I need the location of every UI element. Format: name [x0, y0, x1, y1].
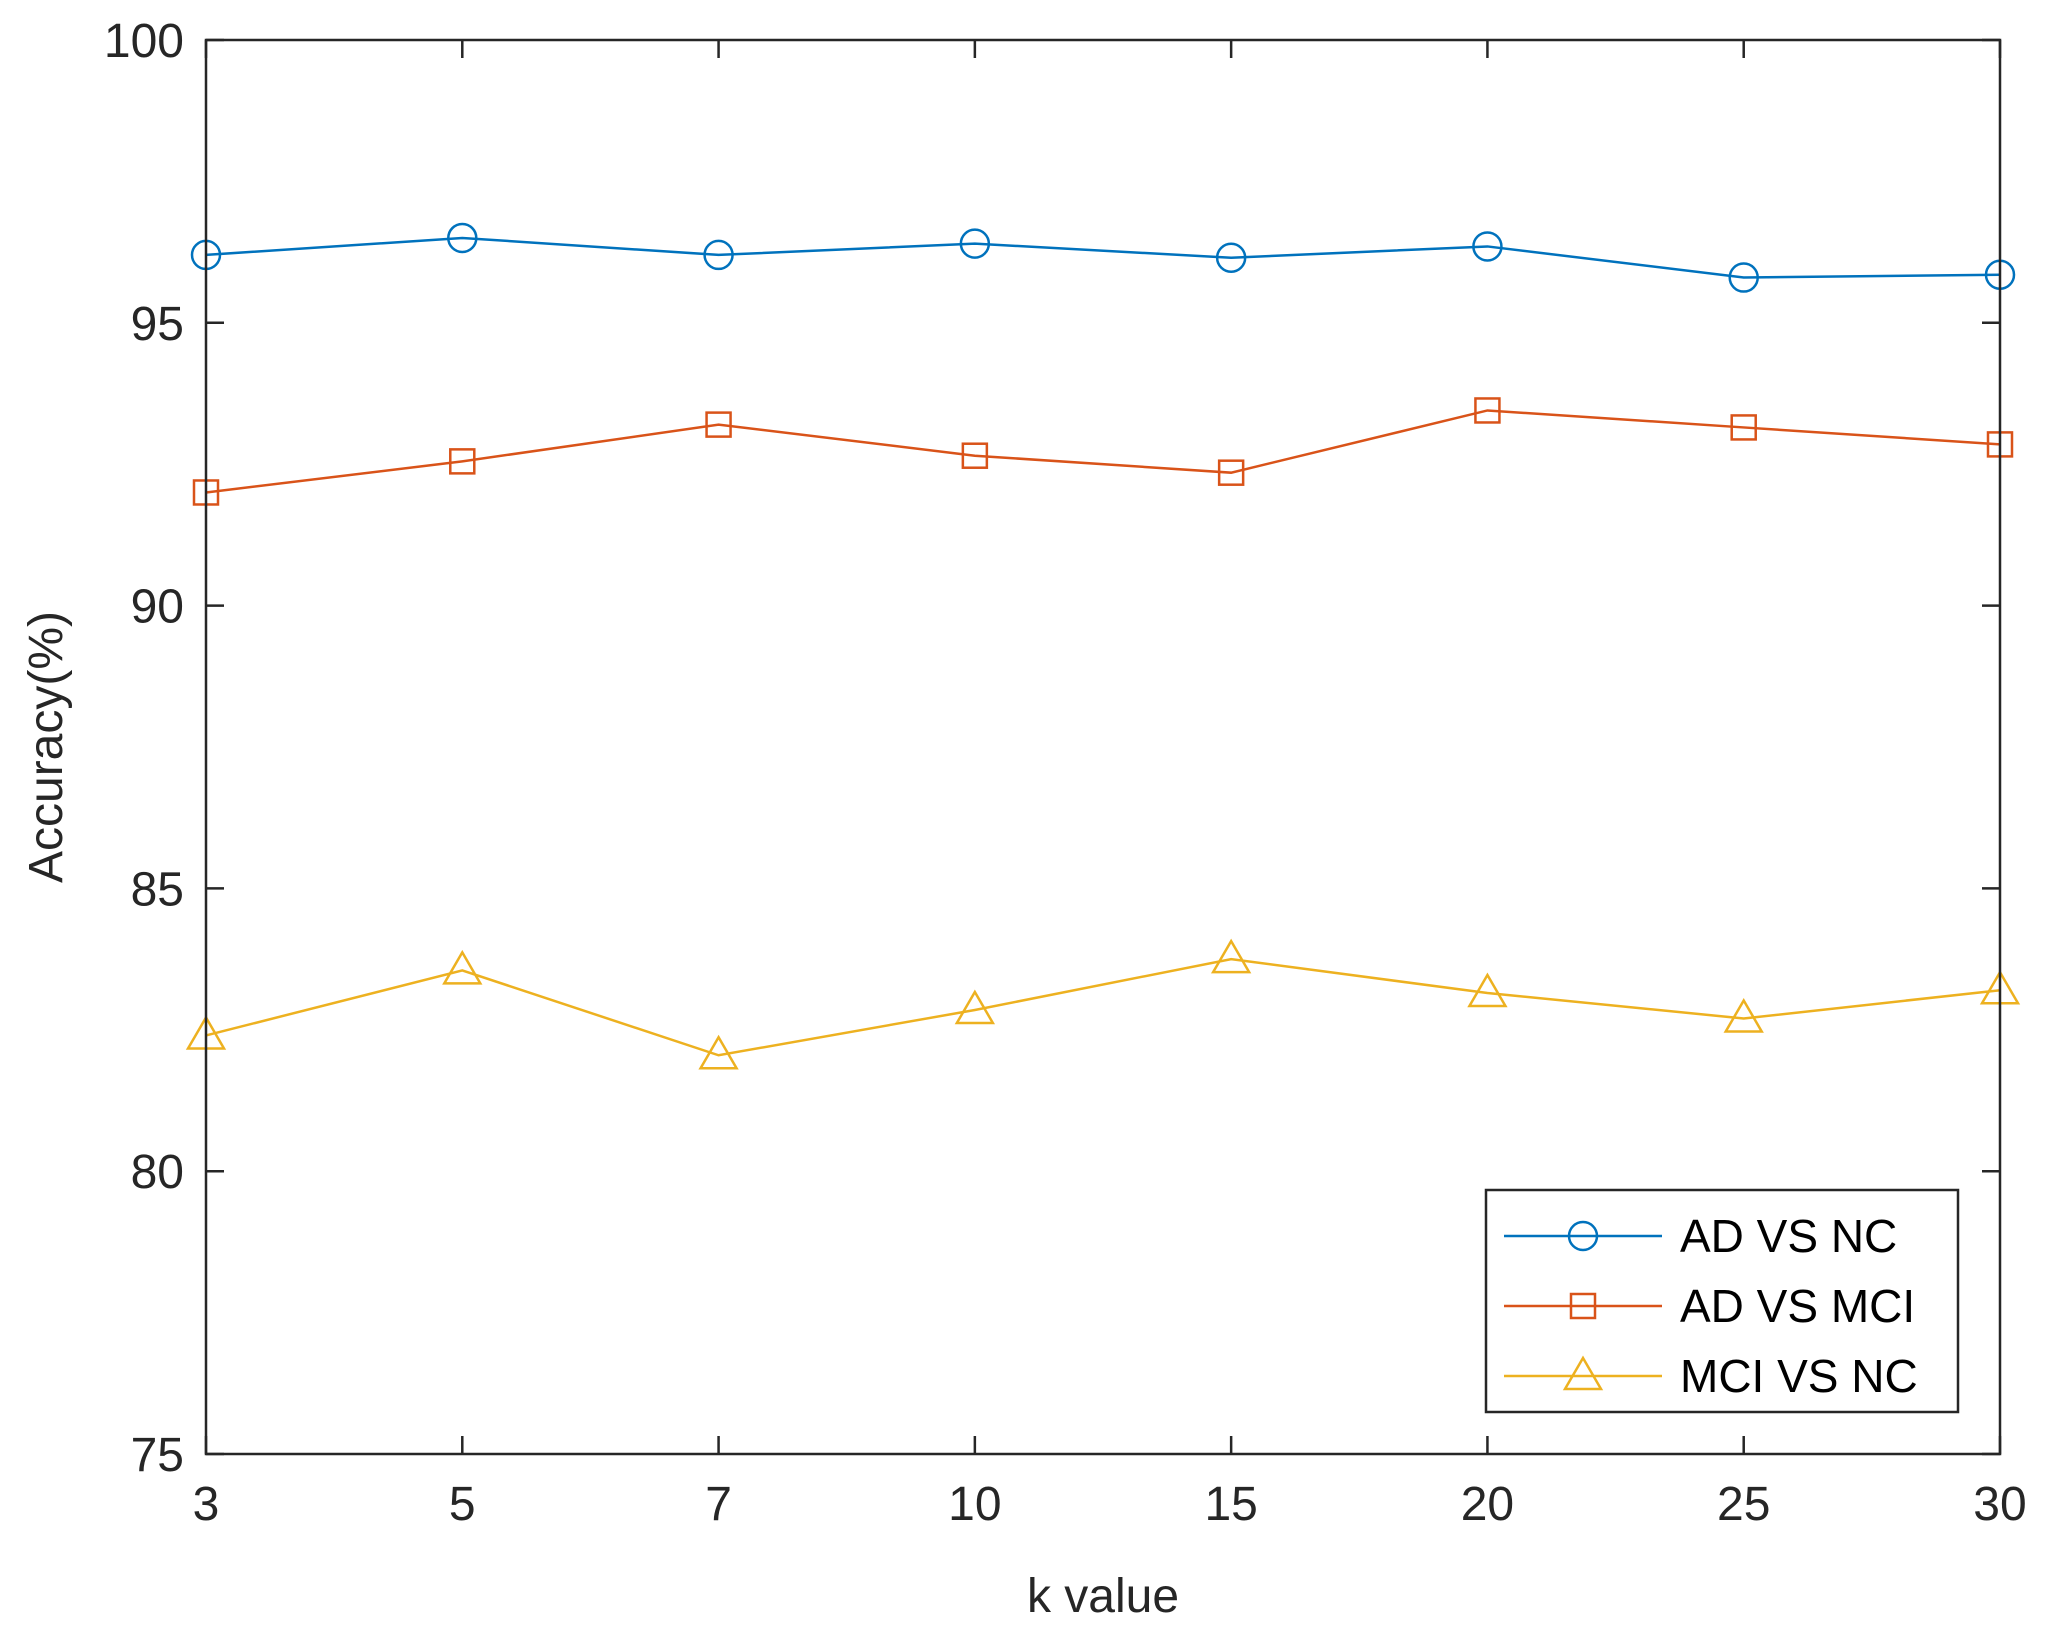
data-point-ad-vs-nc-20	[1472, 231, 1503, 262]
x-axis-title: k value	[1027, 1570, 1179, 1623]
legend-label-ad-vs-mci: AD VS MCI	[1680, 1280, 1915, 1332]
legend: AD VS NC AD VS MCI MCI VS NC	[1484, 1188, 1960, 1414]
x-tick-label: 10	[948, 1478, 1001, 1531]
data-point-ad-vs-mci-20	[1474, 397, 1501, 424]
series-line-ad-vs-nc	[205, 236, 2001, 279]
data-point-ad-vs-mci-10	[961, 442, 989, 469]
y-tick-label: 80	[131, 1146, 184, 1199]
data-point-mci-vs-nc-7	[698, 1034, 739, 1070]
data-point-mci-vs-nc-25	[1723, 997, 1764, 1033]
legend-marker-ad-vs-mci	[1569, 1292, 1597, 1320]
y-axis-title: Accuracy(%)	[20, 611, 73, 883]
legend-label-mci-vs-nc: MCI VS NC	[1680, 1350, 1918, 1402]
legend-marker-mci-vs-nc	[1562, 1355, 1604, 1391]
legend-marker-ad-vs-nc	[1567, 1220, 1599, 1252]
series-line-mci-vs-nc	[205, 957, 2001, 1057]
legend-label-ad-vs-nc: AD VS NC	[1680, 1210, 1897, 1262]
data-point-mci-vs-nc-10	[954, 989, 996, 1025]
x-tick-label: 25	[1717, 1478, 1770, 1531]
data-point-mci-vs-nc-15	[1210, 938, 1252, 974]
axes-box	[204, 38, 2002, 1456]
data-point-ad-vs-nc-25	[1728, 262, 1759, 293]
data-point-ad-vs-mci-25	[1730, 414, 1757, 441]
data-point-mci-vs-nc-5	[442, 949, 483, 985]
x-tick-label: 15	[1204, 1478, 1257, 1531]
y-tick-label: 100	[104, 15, 184, 68]
x-tick-label: 20	[1461, 1478, 1514, 1531]
data-point-ad-vs-mci-7	[705, 411, 732, 438]
x-tick-label: 7	[705, 1478, 732, 1531]
legend-item-ad-vs-nc: AD VS NC	[1504, 1210, 1897, 1262]
legend-item-mci-vs-nc: MCI VS NC	[1504, 1350, 1918, 1402]
y-tick-label: 85	[131, 863, 184, 916]
data-point-ad-vs-nc-5	[447, 222, 478, 254]
y-tick-label: 75	[131, 1429, 184, 1482]
data-point-ad-vs-nc-7	[703, 239, 734, 271]
x-tick-label: 30	[1973, 1478, 2026, 1531]
y-tick-label: 95	[131, 298, 184, 351]
series-line-ad-vs-mci	[205, 409, 2001, 494]
legend-item-ad-vs-mci: AD VS MCI	[1504, 1280, 1915, 1332]
data-point-ad-vs-mci-15	[1217, 459, 1245, 486]
y-tick-label: 90	[131, 581, 184, 634]
x-tick-label: 5	[449, 1478, 476, 1531]
data-point-mci-vs-nc-20	[1467, 972, 1508, 1008]
legend-box	[1484, 1188, 1960, 1414]
x-tick-label: 3	[193, 1478, 220, 1531]
axes-layer: 3 5 7 10 15 20 25 30 75 80 85 90 95 100 k value Accurac…	[20, 15, 2027, 1623]
data-point-ad-vs-nc-10	[959, 228, 991, 259]
data-point-ad-vs-mci-5	[449, 448, 476, 475]
data-point-ad-vs-nc-15	[1215, 242, 1247, 274]
